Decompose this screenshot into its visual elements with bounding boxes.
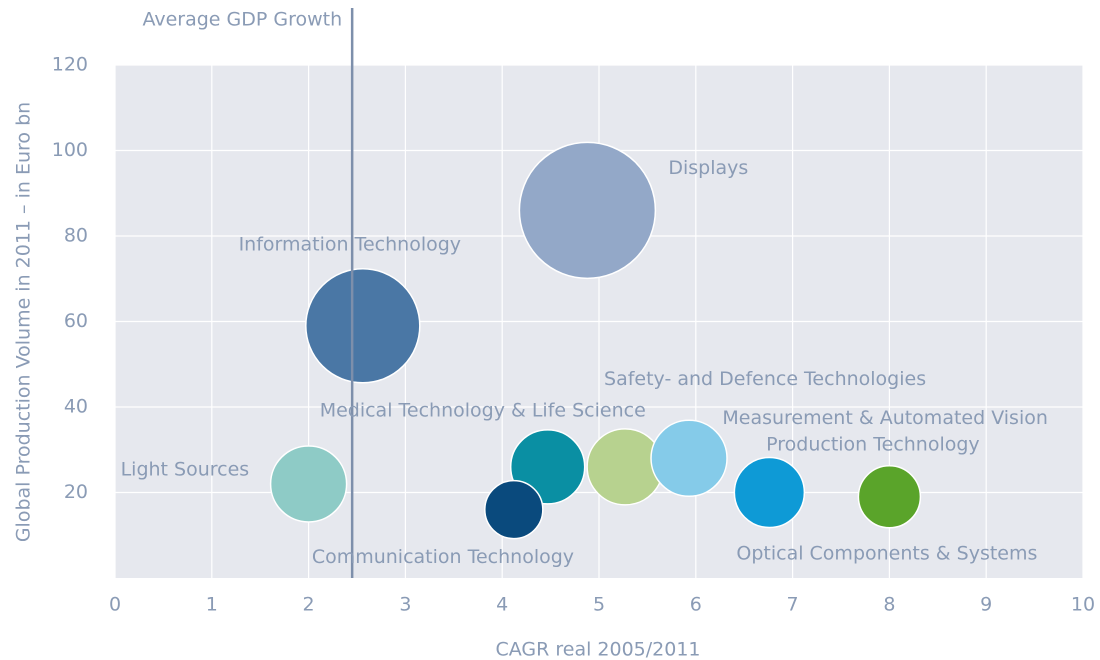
y-axis-label: Global Production Volume in 2011 – in Eu… [13, 102, 35, 542]
x-tick-label: 1 [206, 594, 218, 616]
x-tick-label: 10 [1071, 594, 1095, 616]
bubble [650, 419, 728, 498]
bubble [857, 465, 922, 529]
bubble-label: Communication Technology [312, 546, 574, 568]
x-tick-label: 4 [496, 594, 508, 616]
y-tick-label: 120 [52, 54, 88, 76]
y-tick-label: 80 [64, 225, 88, 247]
bubble-label: Information Technology [239, 233, 461, 255]
x-axis-label: CAGR real 2005/2011 [495, 639, 700, 660]
x-tick-label: 3 [399, 594, 411, 616]
bubble [733, 456, 806, 529]
bubble [484, 479, 544, 540]
y-tick-label: 40 [64, 396, 88, 418]
bubble [269, 445, 348, 523]
x-tick-label: 7 [787, 594, 799, 616]
bubble-label: Measurement & Automated Vision [722, 407, 1048, 429]
x-tick-label: 5 [593, 594, 605, 616]
x-tick-label: 8 [883, 594, 895, 616]
bubble-label: Safety- and Defence Technologies [604, 368, 926, 390]
x-tick-label: 6 [690, 594, 702, 616]
bubble-label: Optical Components & Systems [736, 542, 1037, 564]
x-tick-label: 2 [303, 594, 315, 616]
y-tick-label: 60 [64, 310, 88, 332]
bubble-label: Production Technology [766, 433, 980, 455]
bubble-label: Light Sources [121, 458, 250, 480]
y-tick-label: 100 [52, 139, 88, 161]
bubble-label: Displays [668, 157, 748, 179]
x-tick-label: 9 [980, 594, 992, 616]
bubble [518, 141, 657, 280]
bubble-label: Medical Technology & Life Science [320, 399, 646, 421]
y-tick-label: 20 [64, 481, 88, 503]
x-tick-label: 0 [109, 594, 121, 616]
reference-label: Average GDP Growth [142, 9, 342, 31]
bubble [305, 268, 421, 384]
